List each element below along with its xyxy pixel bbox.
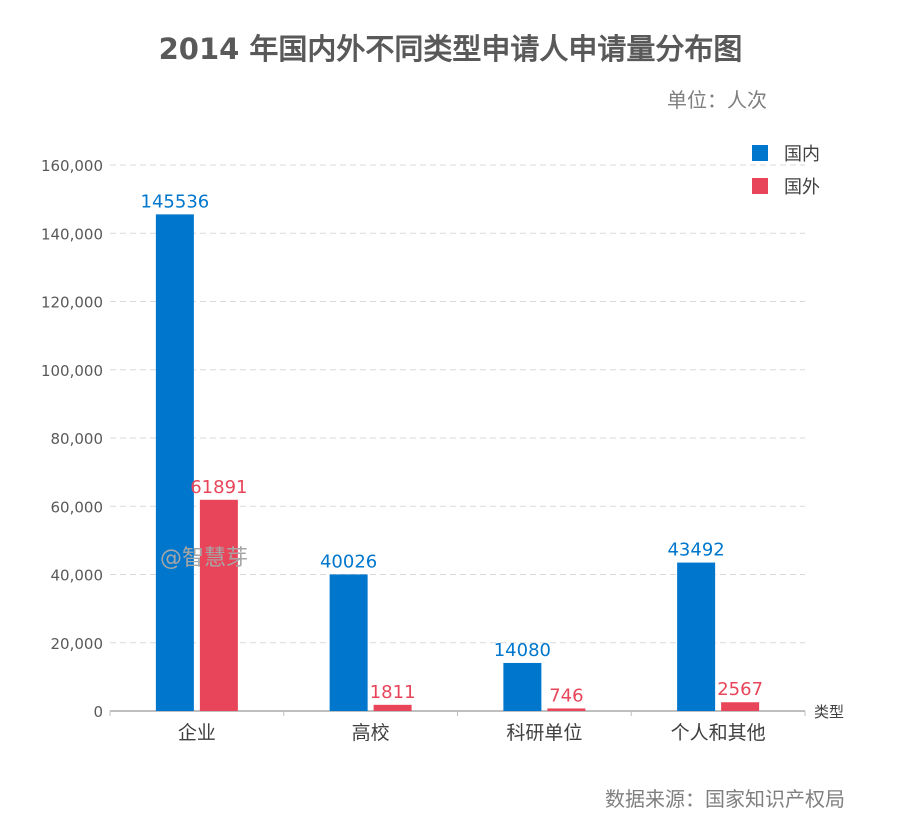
data-label: 40026 xyxy=(320,551,377,572)
data-label: 746 xyxy=(549,685,583,706)
bar-foreign xyxy=(199,499,238,711)
legend-item-foreign: 国外 xyxy=(752,169,820,202)
legend-item-domestic: 国内 xyxy=(752,136,820,169)
y-tick-label: 60,000 xyxy=(51,498,104,516)
x-tick-label: 个人和其他 xyxy=(671,722,766,744)
y-tick-label: 120,000 xyxy=(41,294,103,312)
chart-title: 2014 年国内外不同类型申请人申请量分布图 xyxy=(158,32,743,66)
watermark: @智慧芽 xyxy=(160,546,249,571)
y-tick-label: 140,000 xyxy=(41,225,103,243)
legend-swatch-foreign xyxy=(752,177,768,194)
legend: 国内 国外 xyxy=(752,136,820,202)
x-tick-label: 企业 xyxy=(178,722,216,744)
y-tick-label: 0 xyxy=(93,703,103,721)
y-tick-label: 100,000 xyxy=(41,362,103,380)
bar-foreign xyxy=(721,702,760,711)
data-label: 2567 xyxy=(717,679,763,700)
bar-foreign xyxy=(373,704,412,711)
x-axis-label: 类型 xyxy=(814,703,844,721)
x-tick-label: 高校 xyxy=(352,722,390,744)
x-tick-label: 科研单位 xyxy=(506,722,582,744)
data-label: 14080 xyxy=(494,640,551,661)
y-tick-label: 40,000 xyxy=(51,567,104,585)
data-label: 43492 xyxy=(667,540,724,561)
data-label: 1811 xyxy=(370,682,416,703)
y-tick-label: 160,000 xyxy=(41,157,103,175)
bar-domestic xyxy=(329,574,368,711)
bar-domestic xyxy=(155,214,194,711)
source-note: 数据来源：国家知识产权局 xyxy=(605,787,845,811)
unit-label: 单位：人次 xyxy=(667,88,767,112)
legend-label-foreign: 国外 xyxy=(784,176,820,198)
y-tick-label: 80,000 xyxy=(51,430,104,448)
legend-label-domestic: 国内 xyxy=(784,143,820,165)
bar-domestic xyxy=(677,562,716,711)
y-tick-label: 20,000 xyxy=(51,635,104,653)
bar-foreign xyxy=(547,708,586,711)
legend-swatch-domestic xyxy=(752,144,768,161)
data-label: 145536 xyxy=(141,191,210,212)
data-label: 61891 xyxy=(190,477,247,498)
bar-domestic xyxy=(503,662,542,711)
